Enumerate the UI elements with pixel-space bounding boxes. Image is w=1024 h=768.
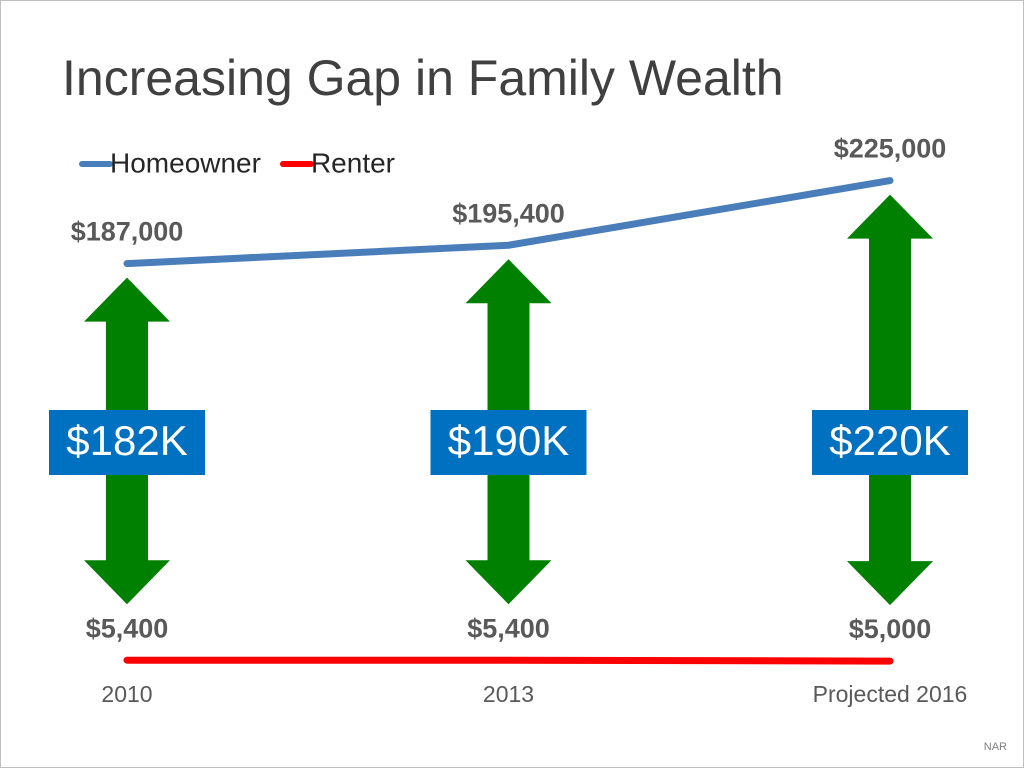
x-tick-label: Projected 2016: [813, 681, 968, 707]
series-line: [123, 656, 894, 665]
x-tick-label: 2013: [483, 681, 534, 707]
source: NAR: [984, 741, 1007, 753]
data-label: $225,000: [834, 134, 947, 164]
chart-title: Increasing Gap in Family Wealth: [62, 50, 784, 106]
data-label: $5,400: [467, 613, 550, 643]
gap-label-box: [49, 410, 205, 475]
gap-label: $190K: [448, 417, 569, 464]
x-tick-label: 2010: [101, 681, 152, 707]
gap-label: $182K: [66, 417, 187, 464]
legend-label: Renter: [311, 147, 395, 178]
series-line: [123, 177, 894, 268]
data-label: $187,000: [71, 217, 184, 247]
gap-arrow: [847, 194, 933, 606]
data-label: $5,000: [849, 614, 932, 644]
gap-label: $220K: [829, 417, 950, 464]
legend-label: Homeowner: [110, 147, 261, 178]
gap-label-box: [430, 410, 587, 475]
data-label: $5,400: [86, 613, 169, 643]
data-label: $195,400: [452, 198, 565, 228]
gap-label-box: [812, 410, 968, 475]
